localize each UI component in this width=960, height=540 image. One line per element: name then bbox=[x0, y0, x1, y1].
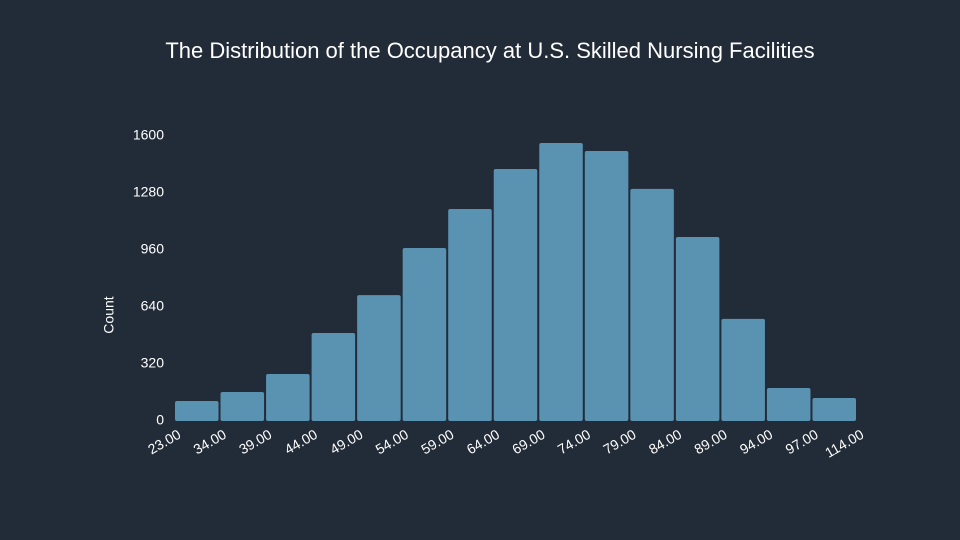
bar bbox=[220, 391, 265, 421]
y-tick-label: 1600 bbox=[133, 127, 164, 143]
bar bbox=[766, 388, 811, 421]
bar bbox=[584, 150, 629, 421]
bar bbox=[493, 168, 538, 421]
y-tick-label: 320 bbox=[141, 355, 165, 371]
bar bbox=[630, 188, 674, 421]
bar bbox=[175, 401, 219, 421]
y-tick-label: 0 bbox=[156, 412, 164, 428]
bar bbox=[448, 209, 492, 421]
bar bbox=[266, 373, 310, 421]
bar bbox=[675, 236, 720, 421]
y-axis-label: Count bbox=[101, 296, 117, 333]
bar bbox=[539, 142, 583, 421]
y-tick-label: 1280 bbox=[133, 184, 164, 200]
bar bbox=[357, 295, 401, 421]
chart-title: The Distribution of the Occupancy at U.S… bbox=[165, 38, 814, 63]
bar bbox=[311, 333, 356, 421]
y-tick-label: 640 bbox=[141, 298, 165, 314]
bar bbox=[721, 318, 765, 421]
bar bbox=[812, 398, 856, 421]
bar bbox=[402, 248, 447, 421]
y-tick-label: 960 bbox=[141, 241, 165, 257]
